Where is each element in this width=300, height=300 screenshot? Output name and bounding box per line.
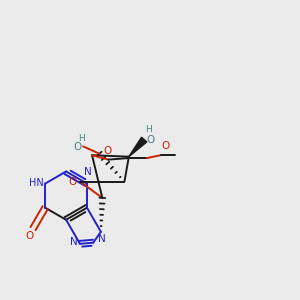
Text: N: N <box>70 237 78 248</box>
Text: O: O <box>103 146 112 156</box>
Text: O: O <box>68 177 77 187</box>
Text: H: H <box>145 125 152 134</box>
Polygon shape <box>129 137 147 157</box>
Text: H: H <box>78 134 85 143</box>
Text: HN: HN <box>29 178 44 188</box>
Text: O: O <box>26 231 34 241</box>
Text: O: O <box>161 141 170 152</box>
Text: N: N <box>98 234 106 244</box>
Text: O: O <box>74 142 82 152</box>
Text: N: N <box>84 167 92 177</box>
Text: O: O <box>146 135 154 145</box>
